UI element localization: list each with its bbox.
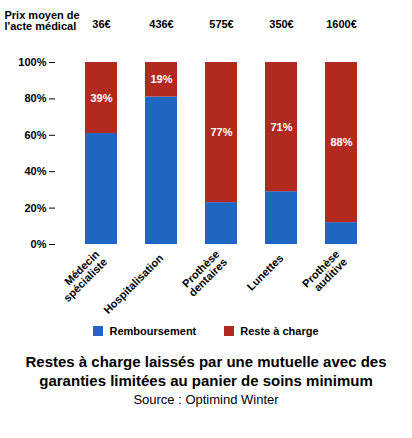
svg-text:60%: 60%: [24, 129, 46, 141]
svg-text:1600€: 1600€: [326, 18, 357, 30]
svg-text:77%: 77%: [210, 126, 232, 138]
html-text:Remboursement: Remboursement: [109, 325, 197, 337]
html-text:Restes à charge laissés par un: Restes à charge laissés par une mutuelle…: [25, 353, 387, 389]
svg-text:Prothèseauditive: Prothèseauditive: [300, 248, 350, 298]
svg-text:40%: 40%: [24, 165, 46, 177]
svg-text:0%: 0%: [31, 238, 47, 250]
svg-text:39%: 39%: [90, 92, 112, 104]
svg-text:80%: 80%: [24, 92, 46, 104]
svg-text:88%: 88%: [330, 136, 352, 148]
svg-text:36€: 36€: [92, 18, 110, 30]
svg-text:Lunettes: Lunettes: [245, 252, 286, 293]
svg-text:Prothèsedentaires: Prothèsedentaires: [178, 248, 229, 299]
svg-text:436€: 436€: [149, 18, 173, 30]
html-text:Reste à charge: Reste à charge: [240, 325, 319, 337]
svg-text:Prix moyen del'acte médical: Prix moyen del'acte médical: [5, 9, 80, 32]
svg-text:20%: 20%: [24, 202, 46, 214]
svg-text:Hospitalisation: Hospitalisation: [101, 252, 165, 316]
svg-text:350€: 350€: [269, 18, 293, 30]
svg-text:71%: 71%: [270, 121, 292, 133]
svg-text:Médecinspécialiste: Médecinspécialiste: [53, 248, 109, 304]
html-text:Source : Optimind Winter: Source : Optimind Winter: [133, 392, 279, 407]
svg-text:100%: 100%: [18, 56, 46, 68]
svg-text:575€: 575€: [209, 18, 233, 30]
svg-text:19%: 19%: [150, 73, 172, 85]
